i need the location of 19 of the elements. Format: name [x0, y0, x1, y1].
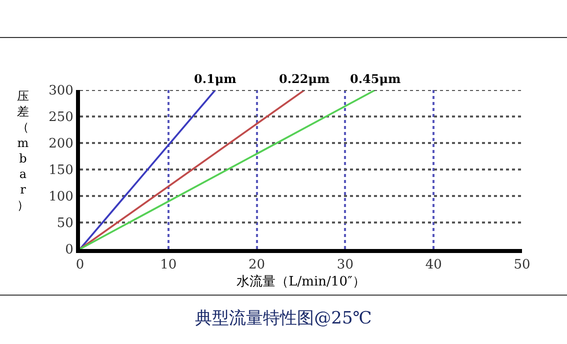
- y-axis-title: 压差（mbar）: [17, 89, 30, 212]
- x-tick-label: 30: [336, 258, 354, 273]
- y-tick-label: 150: [48, 163, 74, 178]
- series-label: 0.1μm: [194, 72, 237, 86]
- y-tick-label: 50: [56, 216, 74, 232]
- y-tick-label: 0: [65, 242, 74, 258]
- series-label: 0.22μm: [279, 72, 330, 86]
- x-axis-title: 水流量（L/min/10″）: [236, 274, 366, 290]
- text: 典型流量特性图@25℃: [195, 308, 372, 328]
- y-tick-label: 100: [48, 190, 74, 205]
- series-label: 0.45μm: [350, 72, 402, 86]
- x-tick-label: 40: [425, 258, 442, 273]
- y-tick-label: 250: [48, 110, 74, 126]
- x-tick-label: 10: [160, 258, 177, 273]
- y-tick-label: 200: [48, 136, 74, 152]
- y-tick-label: 300: [48, 84, 74, 99]
- x-tick-label: 0: [76, 258, 84, 273]
- x-tick-label: 20: [248, 258, 266, 273]
- x-tick-label: 50: [514, 258, 530, 273]
